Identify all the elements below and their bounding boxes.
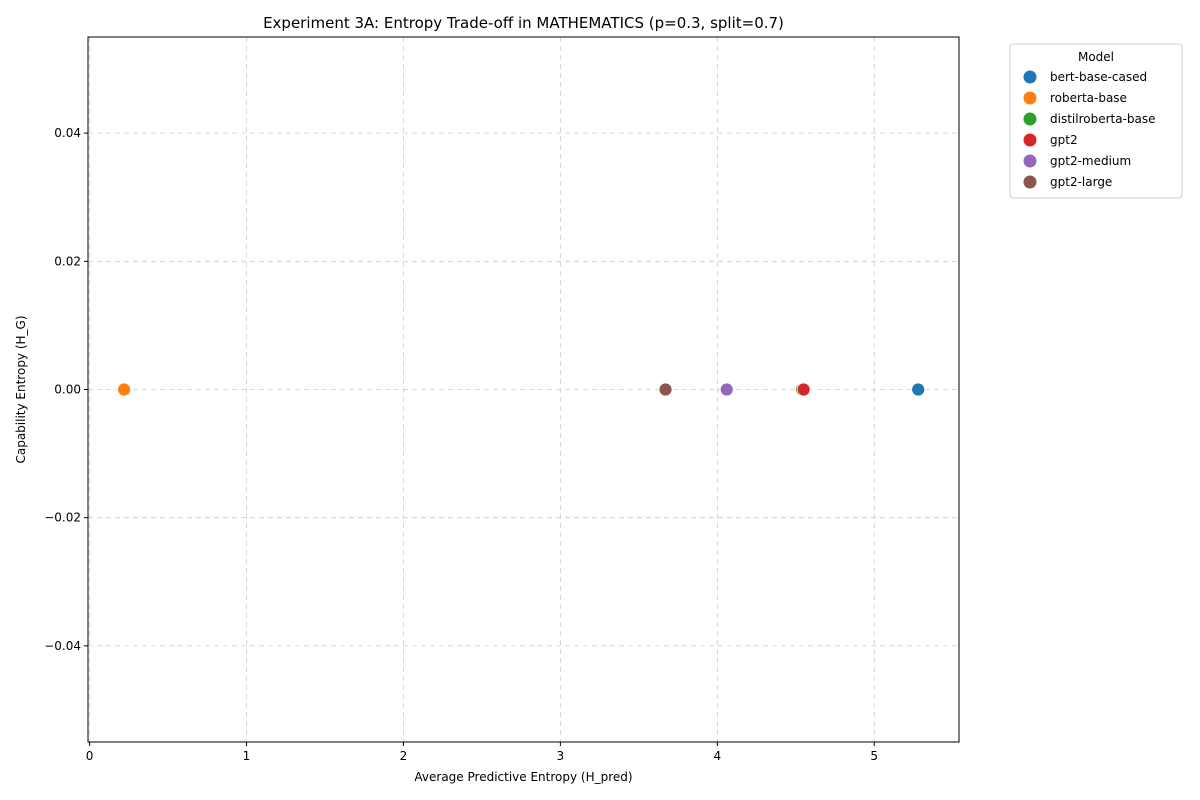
legend-label-gpt2-large: gpt2-large: [1050, 175, 1112, 189]
y-axis-label: Capability Entropy (H_G): [14, 315, 28, 463]
x-tick-label: 4: [713, 749, 721, 763]
data-points: [117, 382, 926, 397]
x-tick-label: 5: [870, 749, 878, 763]
legend-label-bert-base-cased: bert-base-cased: [1050, 70, 1147, 84]
legend-label-gpt2-medium: gpt2-medium: [1050, 154, 1131, 168]
y-tick-label: −0.02: [44, 511, 81, 525]
y-axis-ticks: 0.04 0.02 0.00 −0.02 −0.04: [44, 126, 88, 653]
legend-label-gpt2: gpt2: [1050, 133, 1078, 147]
legend-marker-distilroberta-base: [1023, 112, 1037, 126]
legend: Model bert-base-cased roberta-base distilr…: [1009, 43, 1183, 199]
y-tick-label: −0.04: [44, 639, 81, 653]
x-axis-ticks: 0 1 2 3 4 5: [86, 742, 878, 763]
legend-marker-gpt2-medium: [1023, 154, 1037, 168]
y-tick-label: 0.02: [54, 254, 81, 268]
data-point-gpt2-medium: [719, 382, 734, 397]
x-tick-label: 2: [400, 749, 408, 763]
legend-marker-roberta-base: [1023, 91, 1037, 105]
legend-marker-gpt2: [1023, 133, 1037, 147]
data-point-bert-base-cased: [911, 382, 926, 397]
legend-label-roberta-base: roberta-base: [1050, 91, 1127, 105]
x-tick-label: 0: [86, 749, 94, 763]
chart-title: Experiment 3A: Entropy Trade-off in MATH…: [263, 14, 784, 32]
x-axis-label: Average Predictive Entropy (H_pred): [414, 770, 632, 784]
y-tick-label: 0.04: [54, 126, 81, 140]
x-tick-label: 1: [243, 749, 251, 763]
legend-items: bert-base-cased roberta-base distilroberta…: [1023, 70, 1156, 189]
legend-marker-bert-base-cased: [1023, 70, 1037, 84]
legend-marker-gpt2-large: [1023, 175, 1037, 189]
y-tick-label: 0.00: [54, 383, 81, 397]
x-tick-label: 3: [557, 749, 565, 763]
data-point-roberta-base: [117, 382, 131, 397]
grid: [88, 37, 959, 742]
legend-label-distilroberta-base: distilroberta-base: [1050, 112, 1156, 126]
data-point-gpt2-large: [658, 382, 673, 397]
legend-box: [1009, 43, 1183, 199]
data-point-gpt2: [796, 382, 811, 397]
legend-title: Model: [1078, 50, 1114, 64]
